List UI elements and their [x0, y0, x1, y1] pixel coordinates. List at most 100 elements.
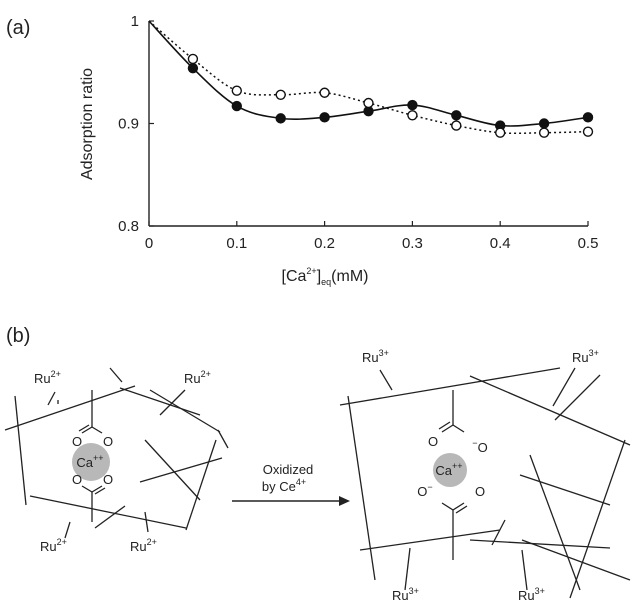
- left-strand: [185, 439, 217, 531]
- x-axis-label-sub: eq: [321, 277, 331, 287]
- left-ru-label: Ru2+: [34, 369, 61, 386]
- right-strand: [359, 529, 501, 551]
- left-strand: [4, 385, 136, 431]
- left-strand: [14, 395, 27, 506]
- right-oxygen-anion: −O: [472, 438, 487, 455]
- series-2-point: [187, 53, 199, 65]
- series-2-line: [148, 20, 589, 135]
- left-oxygen: O: [103, 434, 113, 449]
- y-tick-label: 1: [131, 13, 139, 30]
- y-axis-label: Adsorption ratio: [79, 68, 96, 180]
- left-strand: [64, 521, 71, 539]
- left-strand: [119, 387, 201, 416]
- right-strand: [379, 369, 393, 391]
- x-tick-label: 0.5: [578, 235, 599, 252]
- series-1-point: [451, 110, 462, 121]
- left-strand: [144, 511, 149, 533]
- left-strand: [94, 505, 126, 529]
- right-strand: [569, 439, 626, 599]
- right-carboxyl-bond: [441, 424, 454, 433]
- right-oxygen-anion: O−: [417, 482, 432, 499]
- series-2-point: [451, 120, 462, 131]
- left-strand: [144, 439, 201, 501]
- series-curves: [148, 20, 589, 135]
- right-network: [339, 367, 631, 599]
- left-ru-label: Ru2+: [40, 537, 67, 554]
- right-strand: [521, 539, 631, 581]
- left-oxygen: O: [72, 472, 82, 487]
- right-ca-label: Ca++: [435, 461, 462, 478]
- arrow-label-line2: by Ce4+: [262, 477, 306, 494]
- left-ca-label: Ca++: [76, 453, 103, 470]
- right-oxygen: O: [475, 484, 485, 499]
- left-strand: [47, 391, 56, 406]
- x-ticks: 0 0.1 0.2 0.3 0.4 0.5: [145, 221, 599, 252]
- left-carboxyl-double-bond: [78, 424, 90, 432]
- x-tick-label: 0.1: [226, 235, 247, 252]
- chart-axes: [148, 21, 588, 227]
- left-carboxyl-double-bond: [94, 487, 106, 495]
- right-strand: [469, 539, 611, 549]
- x-axis-label-close: ]: [317, 268, 321, 285]
- left-oxygen: O: [72, 434, 82, 449]
- y-tick-label: 0.8: [118, 218, 139, 235]
- left-carboxyl-bond: [81, 426, 93, 434]
- x-axis-label-main: [Ca: [282, 268, 307, 285]
- series-1-point: [538, 118, 550, 129]
- right-strand: [519, 474, 611, 506]
- left-ru-label: Ru2+: [184, 369, 211, 386]
- left-oxygen: O: [103, 472, 113, 487]
- x-tick-label: 0.4: [490, 235, 511, 252]
- reaction-arrow-head: [339, 496, 350, 506]
- series-2-point: [582, 126, 594, 137]
- left-strand: [149, 389, 221, 433]
- series-points: [187, 53, 594, 138]
- series-1-point: [275, 113, 286, 124]
- series-1-point: [582, 112, 594, 123]
- x-axis-label: [Ca2+]eq(mM): [282, 266, 369, 287]
- adsorption-chart: 0.8 0.9 1 0 0.1 0.2 0.3 0.4 0.5: [118, 13, 598, 252]
- right-strand: [552, 367, 576, 407]
- panel-a-label: (a): [6, 17, 30, 39]
- panel-b-label: (b): [6, 325, 30, 347]
- left-strand: [139, 457, 223, 483]
- right-strand: [521, 549, 528, 591]
- left-strand: [159, 389, 186, 416]
- left-calcium-ion: [72, 443, 110, 481]
- right-carboxyl-bond: [441, 502, 454, 511]
- right-strand: [404, 547, 411, 591]
- left-network: [4, 367, 229, 539]
- series-1-point: [187, 62, 199, 74]
- series-2-point: [538, 127, 550, 138]
- right-strand: [339, 367, 561, 406]
- series-2-point: [319, 87, 330, 98]
- series-2-point: [275, 89, 286, 101]
- right-carboxyl-double-bond: [438, 421, 451, 430]
- y-ticks: 0.8 0.9 1: [118, 13, 154, 235]
- right-ru-label: Ru3+: [572, 348, 599, 365]
- left-carboxyl-bond: [91, 485, 103, 493]
- right-oxygen: O: [428, 434, 438, 449]
- x-axis-label-unit: (mM): [331, 268, 368, 285]
- right-ru-label: Ru3+: [362, 348, 389, 365]
- left-strand: [29, 495, 187, 529]
- right-carboxyl-bond: [452, 502, 465, 511]
- right-strand: [347, 395, 376, 581]
- right-carboxyl-double-bond: [455, 505, 468, 514]
- x-tick-label: 0: [145, 235, 153, 252]
- y-tick-label: 0.9: [118, 116, 139, 133]
- series-2-point: [363, 97, 374, 109]
- series-2-point: [231, 85, 243, 96]
- left-carboxyl-bond: [91, 426, 103, 434]
- right-strand: [469, 375, 631, 446]
- left-strand: [217, 429, 229, 449]
- right-strand: [554, 374, 601, 421]
- arrow-label-line1: Oxidized: [263, 462, 314, 477]
- right-strand: [529, 454, 581, 591]
- x-tick-label: 0.2: [314, 235, 335, 252]
- right-carboxyl-bond: [452, 424, 465, 433]
- right-calcium-ion: [433, 453, 467, 487]
- series-1-point: [231, 100, 243, 112]
- left-carboxyl-bond: [81, 485, 93, 493]
